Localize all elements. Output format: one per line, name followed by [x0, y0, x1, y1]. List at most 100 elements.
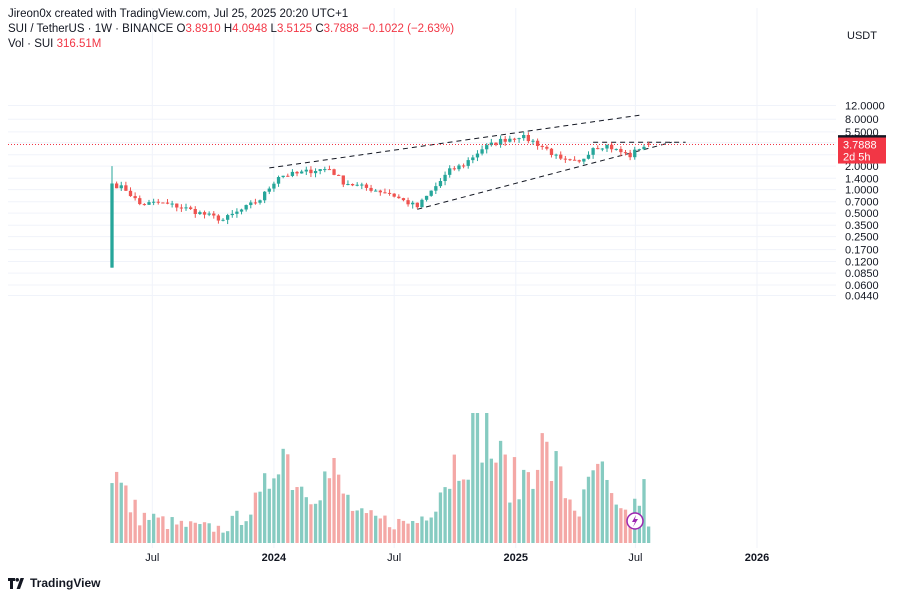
- candle-body: [605, 144, 609, 149]
- candle-body: [475, 153, 480, 158]
- volume-bar: [286, 454, 290, 543]
- volume-bar: [263, 473, 267, 543]
- last-price-text: 3.7888: [843, 140, 877, 152]
- candle-body: [114, 183, 119, 189]
- candle-body: [596, 148, 600, 150]
- volume-bar: [605, 479, 609, 543]
- candle-body: [374, 190, 378, 192]
- candle-body: [267, 188, 271, 192]
- candle-body: [286, 175, 290, 177]
- price-tick-label: 0.5000: [845, 208, 879, 220]
- candle-body: [549, 148, 554, 156]
- price-tick-label: 0.1200: [845, 256, 879, 268]
- price-tick-label: 0.7000: [845, 197, 879, 209]
- volume-bar: [452, 454, 456, 543]
- volume-bar: [471, 413, 475, 543]
- candle-body: [535, 140, 540, 146]
- candle-body: [563, 158, 568, 160]
- candle-body: [420, 199, 424, 208]
- candle-body: [272, 183, 276, 189]
- volume-bar: [526, 472, 530, 543]
- volume-bar: [133, 499, 137, 543]
- candle-body: [239, 209, 244, 212]
- candle-body: [637, 149, 642, 151]
- volume-bar: [424, 520, 429, 543]
- candle-body: [249, 202, 253, 206]
- volume-bar: [498, 440, 503, 543]
- candle-body: [401, 198, 406, 201]
- volume-bar: [300, 486, 304, 543]
- volume-bar: [323, 471, 327, 543]
- low-label: L: [270, 23, 277, 35]
- volume-bar: [415, 522, 419, 543]
- volume-bar: [485, 413, 489, 543]
- price-tick-label: 0.1700: [845, 245, 879, 257]
- volume-bar: [545, 441, 549, 543]
- volume-bar: [290, 490, 295, 543]
- volume-bar: [184, 526, 188, 543]
- volume-bar: [119, 482, 123, 543]
- chart-grid: [8, 8, 836, 548]
- candle-body: [577, 160, 581, 162]
- low-value: 3.5125: [276, 23, 313, 35]
- volume-bar: [156, 517, 160, 543]
- volume-bar: [429, 517, 433, 543]
- candle-body: [179, 207, 184, 209]
- candle-body: [253, 202, 258, 204]
- volume-bar: [489, 458, 493, 543]
- volume-bar: [591, 470, 595, 543]
- volume-bar: [434, 511, 438, 543]
- currency-label[interactable]: USDT: [847, 30, 877, 42]
- volume-bar: [480, 462, 484, 543]
- candle-body: [378, 190, 382, 193]
- volume-bar: [568, 499, 572, 543]
- volume-bar: [572, 510, 577, 543]
- volume-bar: [443, 487, 447, 543]
- candle-body: [517, 138, 521, 140]
- volume-bar: [170, 517, 174, 543]
- candle-body: [461, 165, 466, 167]
- volume-bar: [401, 520, 406, 543]
- candle-body: [281, 175, 285, 178]
- candle-body: [170, 203, 174, 205]
- candle-body: [387, 192, 392, 194]
- candle-body: [568, 159, 572, 161]
- time-axis[interactable]: Jul 2024 Jul 2025 Jul 2026: [145, 552, 769, 564]
- volume-bar: [364, 513, 369, 543]
- chart-legend: Jireon0x created with TradingView.com, J…: [8, 7, 454, 52]
- candle-body: [360, 184, 364, 186]
- candle-body: [110, 183, 114, 268]
- candle-body: [434, 186, 438, 191]
- trendlines: [269, 114, 686, 210]
- candle-body: [540, 145, 544, 147]
- volume-bar: [161, 516, 165, 543]
- volume-bar: [332, 457, 336, 543]
- volume-bar: [337, 474, 341, 543]
- volume-label[interactable]: Vol · SUI: [8, 38, 54, 50]
- candle-body: [369, 187, 373, 191]
- candle-body: [304, 169, 308, 172]
- candle-body: [522, 135, 526, 139]
- price-axis[interactable]: 12.00008.00005.50004.00002.80002.00001.4…: [845, 100, 885, 302]
- volume-bar: [563, 498, 568, 543]
- volume-bar: [188, 521, 193, 543]
- volume-bar: [313, 503, 318, 543]
- countdown-text: 2d 5h: [843, 152, 871, 164]
- volume-bar: [549, 481, 554, 543]
- time-tick-label: 2024: [262, 552, 287, 564]
- symbol-description[interactable]: SUI / TetherUS · 1W · BINANCE: [8, 23, 174, 35]
- candle-body: [175, 203, 179, 208]
- candle-body: [415, 202, 419, 208]
- candle-body: [438, 181, 443, 187]
- volume-bar: [475, 413, 480, 543]
- candle-body: [318, 169, 322, 171]
- candle-body: [244, 205, 248, 210]
- tradingview-logo[interactable]: TradingView: [8, 575, 100, 591]
- volume-bar: [165, 529, 170, 543]
- price-tick-label: 2.0000: [845, 161, 879, 173]
- volume-bar: [124, 485, 128, 543]
- candle-body: [276, 177, 281, 184]
- candle-body: [207, 213, 211, 215]
- candle-body: [466, 160, 470, 166]
